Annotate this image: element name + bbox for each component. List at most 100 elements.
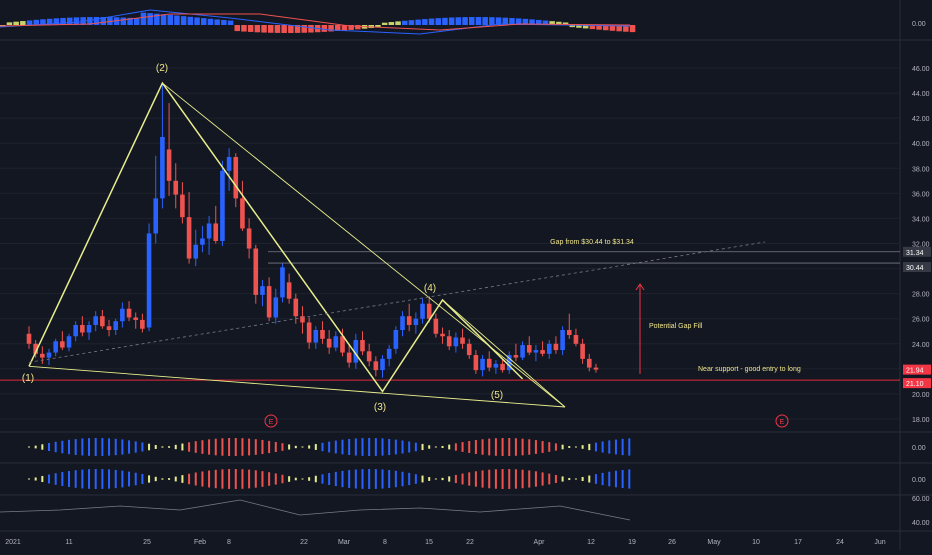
earnings-marker[interactable]: E <box>775 414 789 428</box>
macd-bar <box>207 18 214 25</box>
gap-zone <box>268 251 900 264</box>
price-badge <box>903 262 931 273</box>
oscillator-bar <box>554 474 557 484</box>
price-tick-label: 18.00 <box>912 417 930 424</box>
macd-bar <box>147 13 153 25</box>
candle-body <box>240 198 245 229</box>
macd-bar <box>616 25 622 32</box>
candle-body <box>266 286 272 318</box>
candle-body <box>346 352 352 363</box>
oscillator-bar <box>194 472 197 486</box>
oscillator-bar <box>128 440 131 454</box>
oscillator-bar <box>421 443 424 451</box>
macd-bar <box>221 20 227 25</box>
oscillator-bar <box>101 469 104 489</box>
oscillator-bar <box>521 469 524 489</box>
oscillator-bar <box>268 472 271 486</box>
candle-body <box>320 329 325 339</box>
oscillator-bar <box>488 469 491 489</box>
price-tick-label: 44.00 <box>912 91 930 98</box>
candle-body <box>106 326 112 330</box>
oscillator-bar <box>541 441 544 453</box>
macd-bar <box>515 18 522 25</box>
oscillator-bar <box>301 446 304 448</box>
macd-bar <box>381 22 388 25</box>
oscillator-bar <box>314 444 317 450</box>
oscillator-bar <box>334 471 337 487</box>
oscillator-bar <box>501 438 504 456</box>
macd-bar <box>328 25 334 32</box>
oscillator-bar <box>528 439 531 455</box>
oscillator-bar <box>568 446 571 448</box>
oscillator-bar <box>394 439 397 455</box>
oscillator-bar <box>208 439 211 455</box>
macd-bar <box>475 17 482 25</box>
macd-bar <box>596 25 602 30</box>
oscillator-bar <box>561 444 564 450</box>
oscillator-bar <box>181 443 184 451</box>
oscillator-bar <box>374 438 377 456</box>
oscillator-bar <box>454 474 457 484</box>
target-arrow-head <box>635 283 645 291</box>
oscillator-bar <box>268 440 271 454</box>
macd-bar <box>301 25 307 33</box>
oscillator-bar <box>288 444 291 450</box>
candle-body <box>313 329 319 343</box>
candle-body <box>406 316 412 325</box>
price-axis[interactable]: 46.00 44.00 42.00 40.00 38.00 36.00 34.00 32.00… <box>903 66 931 424</box>
oscillator-bar <box>194 441 197 453</box>
candle-body <box>180 194 185 218</box>
price-tick-label: 24.00 <box>912 342 930 349</box>
oscillator-bar <box>348 470 351 488</box>
oscillator-bar <box>314 475 317 483</box>
candle-body <box>326 338 332 348</box>
oscillator-bar <box>141 473 144 485</box>
time-axis[interactable]: 2021 11 25 Feb 8 22 Mar 8 15 22 Apr 12 19 26 May 10 17 24… <box>5 539 886 546</box>
macd-bar <box>623 25 629 32</box>
macd-bar <box>629 25 636 33</box>
oscillator-bar <box>408 472 411 486</box>
earnings-marker[interactable]: E <box>264 414 278 428</box>
oscillator-bar <box>608 440 611 454</box>
macd-bar <box>569 25 575 28</box>
wave4-trendline <box>442 299 566 408</box>
candle-body <box>60 341 65 348</box>
macd-bar <box>281 25 287 33</box>
candle-body <box>580 343 585 359</box>
oscillator-bar <box>48 474 51 484</box>
candle-body <box>53 341 58 353</box>
oscillator-bar <box>254 439 257 455</box>
indicator-panes <box>0 438 631 521</box>
macd-bar <box>60 17 66 25</box>
oscillator-bar <box>241 438 244 456</box>
candle-body <box>520 345 525 358</box>
osc1-zero-label: 0.00 <box>912 445 926 452</box>
oscillator-bar <box>588 443 591 451</box>
macd-bar <box>603 25 609 31</box>
macd-bar <box>341 25 348 31</box>
candle-body <box>220 170 225 241</box>
candle-body <box>260 286 265 295</box>
macd-bar <box>495 17 502 25</box>
rsi-bottom-label: 40.00 <box>912 520 930 527</box>
time-tick-label: 22 <box>300 539 308 546</box>
candle-body <box>453 337 459 347</box>
candle-body <box>26 333 32 344</box>
macd-bar <box>448 17 455 25</box>
time-tick-label: 17 <box>794 539 802 546</box>
candle-body <box>420 303 425 319</box>
candle-body <box>553 343 559 351</box>
time-tick-label: 8 <box>383 539 387 546</box>
candle-body <box>533 350 539 353</box>
time-tick-label: 24 <box>836 539 844 546</box>
oscillator-bar <box>221 469 224 489</box>
oscillator-bar <box>361 438 364 456</box>
macd-bar <box>127 17 133 25</box>
time-tick-label: 8 <box>227 539 231 546</box>
candle-body <box>473 355 479 371</box>
macd-bar <box>576 25 582 28</box>
oscillator-bar <box>241 469 244 489</box>
macd-bar <box>388 22 395 25</box>
price-badge-label: 30.44 <box>906 265 924 272</box>
